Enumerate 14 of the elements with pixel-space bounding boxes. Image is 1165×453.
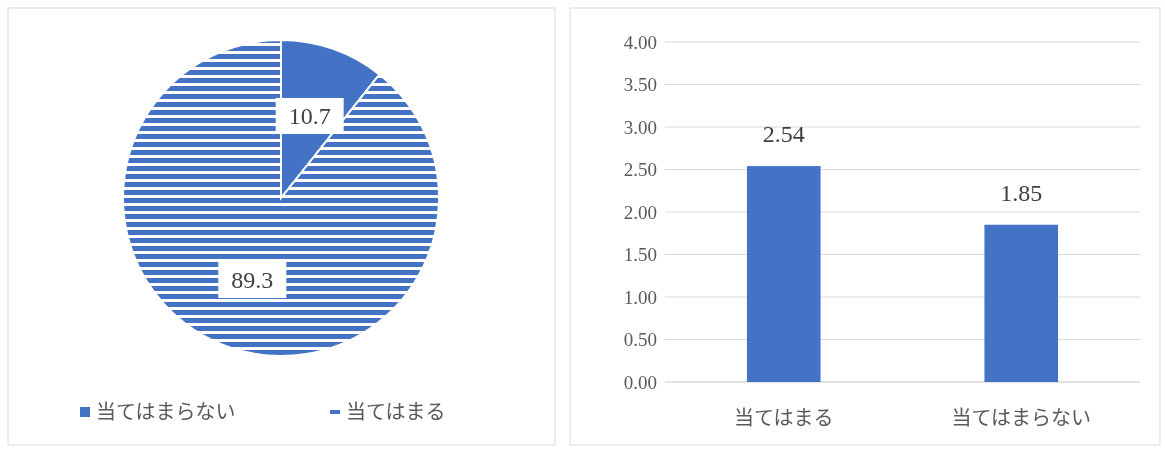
- y-tick-label: 3.00: [623, 116, 657, 138]
- pie-slice: [122, 39, 440, 357]
- y-tick-label: 2.00: [623, 201, 657, 223]
- y-tick-label: 0.00: [623, 371, 657, 393]
- y-tick-label: 1.50: [623, 244, 657, 266]
- data-label: 10.7: [288, 103, 331, 130]
- data-label: 2.54: [762, 121, 805, 148]
- y-tick-label: 2.50: [623, 159, 657, 181]
- data-label: 89.3: [231, 267, 274, 294]
- y-tick-label: 0.50: [623, 329, 657, 351]
- data-label: 1.85: [1000, 179, 1043, 206]
- y-tick-label: 4.00: [623, 31, 657, 53]
- y-tick-label: 1.00: [623, 286, 657, 308]
- y-tick-label: 3.50: [623, 74, 657, 96]
